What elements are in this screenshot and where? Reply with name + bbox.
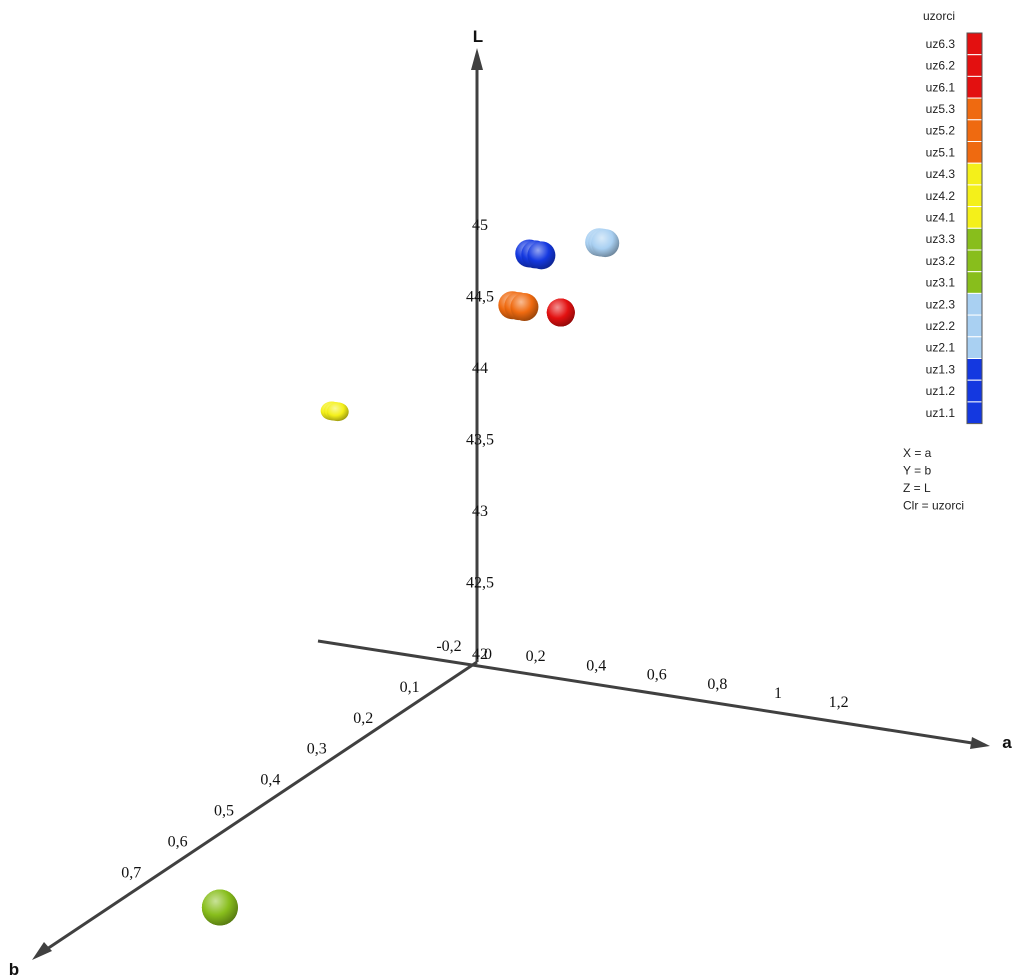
x-tick-label: 0,8 xyxy=(707,676,727,693)
y-tick-label: 0,4 xyxy=(260,772,280,789)
origin-label-neg: -0,2 xyxy=(436,638,461,655)
legend-item-label: uz6.3 xyxy=(926,37,956,51)
x-tick-label: 0,2 xyxy=(526,648,546,665)
z-tick-label: 45 xyxy=(472,217,488,234)
legend-swatch xyxy=(967,163,982,185)
x-tick-label: 1,2 xyxy=(829,694,849,711)
series-uz3 xyxy=(202,890,238,926)
axes-layer xyxy=(32,48,990,960)
points-layer xyxy=(202,228,619,925)
data-point xyxy=(510,293,538,321)
axis-mapping-label: Y = b xyxy=(903,464,931,478)
series-uz5 xyxy=(498,291,538,321)
y-tick-label: 0,2 xyxy=(353,710,373,727)
origin-label-zero: 0 xyxy=(484,646,492,663)
x-axis-arrow xyxy=(970,737,990,749)
legend-swatch xyxy=(967,55,982,77)
legend-item-label: uz3.3 xyxy=(926,232,956,246)
legend-item-label: uz4.1 xyxy=(926,210,956,224)
legend-swatch xyxy=(967,98,982,120)
legend-item-label: uz6.1 xyxy=(926,80,956,94)
legend-swatch xyxy=(967,359,982,381)
y-tick-label: 0,6 xyxy=(168,833,188,850)
axis-mapping-label: Clr = uzorci xyxy=(903,499,964,513)
legend-item-label: uz2.2 xyxy=(926,319,956,333)
legend-item-label: uz3.1 xyxy=(926,276,956,290)
legend-swatch xyxy=(967,120,982,142)
series-uz6 xyxy=(547,299,575,327)
y-axis-line xyxy=(38,662,477,955)
data-point xyxy=(591,229,619,257)
x-tick-label: 0,6 xyxy=(647,667,667,684)
z-axis-arrow xyxy=(471,48,483,70)
legend-item-label: uz3.2 xyxy=(926,254,956,268)
legend-swatch xyxy=(967,380,982,402)
legend-item-label: uz4.2 xyxy=(926,189,956,203)
z-tick-label: 42,5 xyxy=(466,575,494,592)
axis-mapping-label: X = a xyxy=(903,446,932,460)
y-tick-label: 0,3 xyxy=(307,741,327,758)
legend-item-label: uz2.3 xyxy=(926,297,956,311)
legend-swatch xyxy=(967,142,982,164)
legend: uzorci uz6.3 uz6.2 uz6.1 uz5.3 uz5.2 uz5.1 uz4.… xyxy=(903,9,982,513)
legend-item-label: uz5.2 xyxy=(926,124,956,138)
z-tick-label: 44,5 xyxy=(466,289,494,306)
data-point xyxy=(327,402,349,421)
x-tick-label: 0,4 xyxy=(586,657,606,674)
legend-item-label: uz1.2 xyxy=(926,384,956,398)
legend-swatch xyxy=(967,228,982,250)
axis-mapping-label: Z = L xyxy=(903,481,931,495)
z-tick-label: 44 xyxy=(472,360,488,377)
legend-swatch xyxy=(967,402,982,424)
series-uz2 xyxy=(585,228,619,257)
x-tick-label: 1 xyxy=(774,685,782,702)
z-tick-label: 43,5 xyxy=(466,432,494,449)
legend-swatch xyxy=(967,207,982,229)
series-uz4 xyxy=(321,402,349,422)
legend-swatch xyxy=(967,250,982,272)
legend-item-label: uz5.1 xyxy=(926,145,956,159)
legend-swatch xyxy=(967,337,982,359)
data-point xyxy=(527,241,555,269)
legend-item-label: uz4.3 xyxy=(926,167,956,181)
y-tick-label: 0,5 xyxy=(214,803,234,820)
legend-item-label: uz6.2 xyxy=(926,59,956,73)
legend-swatch xyxy=(967,76,982,98)
y-axis-arrow xyxy=(32,942,52,960)
y-tick-label: 0,7 xyxy=(121,864,141,881)
z-tick-label: 43 xyxy=(472,503,488,520)
legend-title: uzorci xyxy=(923,9,955,23)
z-axis-name: L xyxy=(473,27,483,46)
y-axis-name: b xyxy=(9,960,19,979)
series-uz1 xyxy=(515,239,555,269)
legend-swatch xyxy=(967,272,982,294)
legend-swatch xyxy=(967,315,982,337)
y-tick-label: 0,1 xyxy=(400,679,420,696)
legend-swatch xyxy=(967,185,982,207)
data-point xyxy=(547,299,575,327)
legend-item-label: uz2.1 xyxy=(926,341,956,355)
labels-layer: 4242,54343,54444,5450,20,40,60,811,20,10… xyxy=(9,27,1012,979)
x-axis-name: a xyxy=(1002,733,1012,752)
legend-swatch xyxy=(967,293,982,315)
legend-item-label: uz1.3 xyxy=(926,362,956,376)
data-point xyxy=(202,890,238,926)
legend-item-label: uz5.3 xyxy=(926,102,956,116)
legend-item-label: uz1.1 xyxy=(926,406,956,420)
legend-swatch xyxy=(967,33,982,55)
